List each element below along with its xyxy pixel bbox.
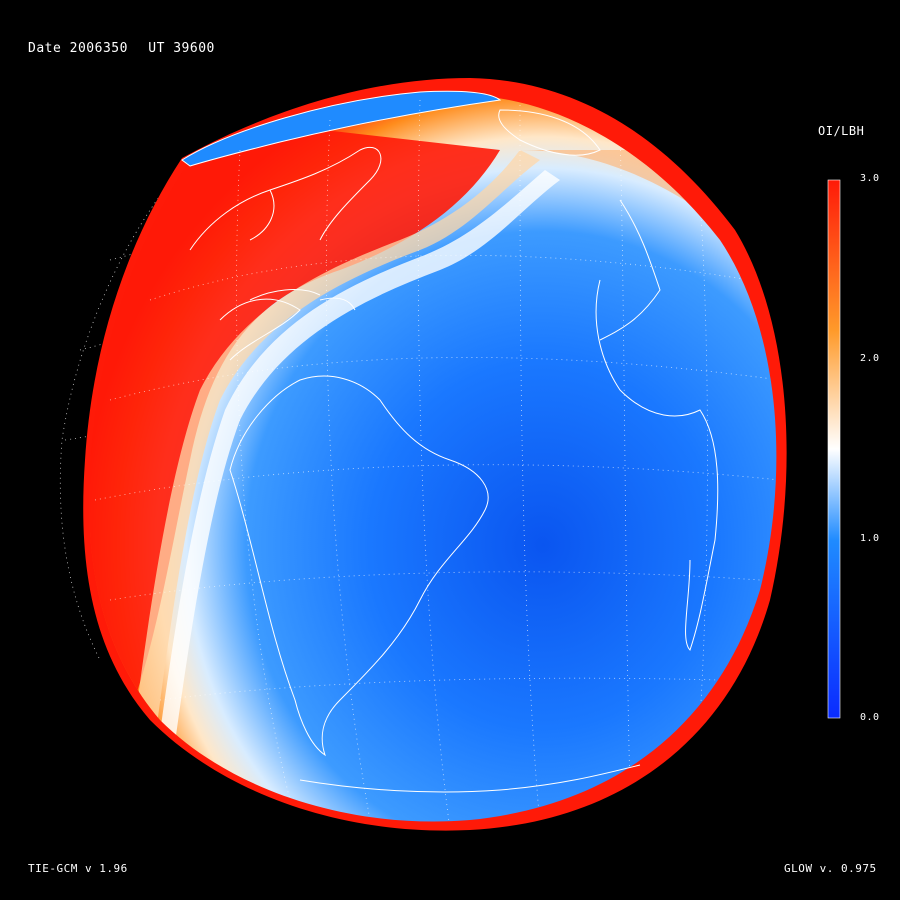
ut-label: UT 39600	[148, 41, 215, 56]
polar-cap	[181, 90, 502, 167]
colorbar-title: OI/LBH	[818, 124, 865, 138]
date-label: Date 2006350	[28, 41, 128, 56]
glow-version-label: GLOW v. 0.975	[784, 862, 877, 875]
coastlines	[189, 109, 719, 793]
date-header: Date 2006350 UT 39600	[28, 41, 215, 56]
colorbar-tick-0: 0.0	[860, 712, 880, 723]
lat-lon-grid	[94, 99, 777, 822]
colorbar	[827, 179, 841, 719]
model-version-label: TIE-GCM v 1.96	[28, 862, 128, 875]
colorbar-tick-3: 3.0	[860, 173, 880, 184]
colorbar-tick-2: 2.0	[860, 353, 880, 364]
colorbar-tick-1: 1.0	[860, 533, 880, 544]
